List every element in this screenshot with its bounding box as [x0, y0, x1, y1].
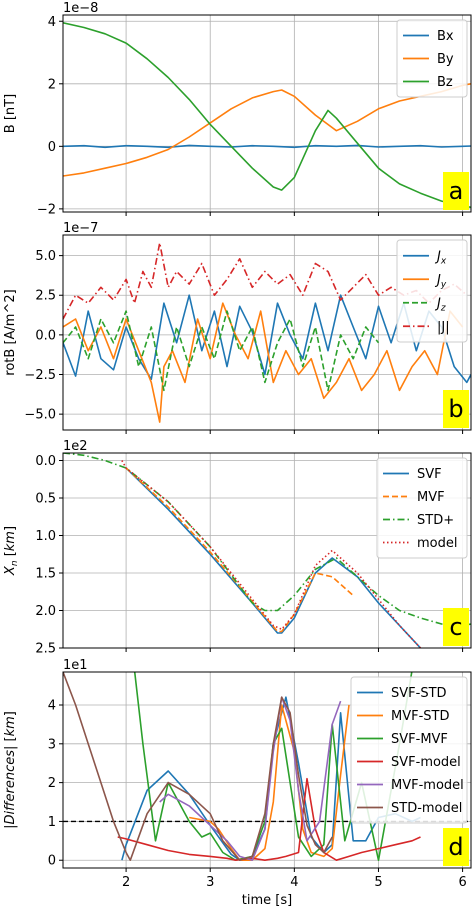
offset-text: 1e−8	[63, 1, 98, 16]
series-line-c-3	[121, 460, 422, 648]
legend-label: MVF-model	[391, 778, 464, 793]
series-line-b-1	[63, 302, 464, 423]
series-line-c-1	[125, 467, 354, 633]
series-line-d-5	[63, 672, 333, 862]
y-tick-label: 1.0	[35, 529, 56, 544]
y-axis-label: rotB [A/m^2]	[3, 289, 18, 375]
legend-label: Bz	[437, 75, 453, 90]
legend-label: MVF-STD	[391, 709, 449, 724]
legend-label: STD-model	[391, 801, 462, 816]
panel-label: c	[449, 613, 462, 641]
y-tick-label: 4	[48, 15, 56, 30]
y-tick-label: 3	[48, 737, 56, 752]
offset-text: 1e2	[63, 439, 88, 454]
series-line-c-0	[125, 467, 422, 648]
legend-label: model	[417, 536, 457, 551]
panel-label: b	[448, 395, 463, 423]
x-tick-label: 4	[290, 875, 298, 890]
series-line-b-2	[63, 310, 380, 392]
series-line-a-2	[63, 22, 471, 209]
legend-label: By	[437, 52, 454, 67]
series-line-a-1	[63, 83, 471, 177]
panel-label-box	[443, 172, 469, 210]
y-tick-label: −5.0	[24, 408, 56, 423]
x-tick-label: 2	[122, 875, 130, 890]
panel-a: −2 0 2 4 1e−8 B [nT] a Bx By Bz	[3, 1, 472, 217]
series-line-b-3	[63, 242, 468, 320]
panel-label-box	[443, 828, 469, 866]
legend	[396, 19, 468, 98]
offset-text: 1e1	[63, 658, 88, 673]
panel-b: −5.0 −2.5 0.0 2.5 5.0 1e−7 rotB [A/m^2] b Jx Jy Jz…	[3, 221, 472, 434]
panel-label-box	[443, 390, 469, 428]
legend-label: Jx	[434, 249, 447, 266]
y-tick-label: 5.0	[35, 249, 56, 264]
y-axis-label: Xn [km]	[3, 526, 20, 576]
axes-frame	[62, 671, 472, 869]
x-axis-label: time [s]	[242, 893, 292, 908]
y-tick-label: 0.0	[35, 454, 56, 469]
series-line-c-2	[63, 453, 471, 627]
legend	[396, 239, 468, 343]
y-tick-label: 2.0	[35, 604, 56, 619]
series-line-d-4	[159, 696, 342, 862]
y-tick-label: 2	[48, 776, 56, 791]
y-tick-label: 0	[48, 854, 56, 869]
legend-label: Bx	[437, 29, 454, 44]
y-tick-label: 0	[48, 140, 56, 155]
legend-label: Jy	[434, 273, 447, 290]
y-tick-label: 4	[48, 698, 56, 713]
x-tick-label: 3	[206, 875, 214, 890]
legend-label: SVF	[417, 467, 442, 482]
y-tick-label: 1.5	[35, 567, 56, 582]
legend-label: SVF-model	[391, 755, 461, 770]
legend	[376, 457, 468, 559]
x-tick-label: 6	[458, 875, 466, 890]
y-axis-label: B [nT]	[3, 94, 18, 133]
y-tick-label: 0.0	[35, 328, 56, 343]
y-tick-label: −2	[37, 202, 56, 217]
panel-label-box	[443, 608, 469, 646]
panel-label: a	[449, 177, 464, 205]
legend-label: |J|	[437, 320, 450, 335]
legend-label: STD+	[417, 513, 454, 528]
y-tick-label: 2	[48, 77, 56, 92]
y-tick-label: −2.5	[24, 368, 56, 383]
panel-label: d	[448, 833, 463, 861]
legend-label: Jz	[434, 296, 446, 313]
y-tick-label: 1	[48, 815, 56, 830]
y-axis-label: |Differences| [km]	[3, 711, 18, 829]
legend-label: MVF	[417, 490, 445, 505]
panel-c: 0.0 0.5 1.0 1.5 2.0 2.5 1e2 Xn [km] c SVF MVF STD+ m…	[3, 439, 472, 657]
legend-label: SVF-STD	[391, 686, 447, 701]
x-tick-label: 5	[374, 875, 382, 890]
series-line-d-0	[121, 696, 421, 862]
legend-label: SVF-MVF	[391, 732, 448, 747]
y-tick-label: 0.5	[35, 492, 56, 507]
axes-frame	[62, 234, 472, 431]
series-line-a-0	[63, 144, 471, 149]
axes-frame	[62, 452, 472, 649]
axes-frame	[62, 14, 472, 213]
series-line-d-3	[117, 777, 421, 862]
panel-d: 2 3 4 5 6 0 1 2 3 4 1e1 |Differences| [km] d SVF-STD M…	[3, 658, 472, 890]
y-tick-label: 2.5	[35, 642, 56, 657]
offset-text: 1e−7	[63, 221, 98, 236]
y-tick-label: 2.5	[35, 289, 56, 304]
legend	[350, 676, 468, 824]
